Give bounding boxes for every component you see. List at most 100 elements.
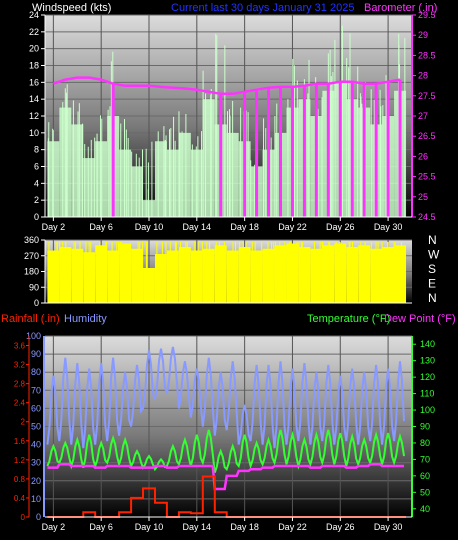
direction-bar — [202, 248, 215, 303]
direction-bar — [358, 245, 371, 303]
direction-bar — [71, 248, 84, 303]
direction-bar — [238, 247, 251, 303]
baro-ytick-label: 28.5 — [418, 50, 436, 60]
wind-ytick-label: 0 — [34, 212, 39, 222]
weather-xtick-label: Day 30 — [374, 522, 403, 532]
compass-label: W — [428, 248, 440, 262]
wind-bar — [154, 141, 167, 217]
direction-bar — [250, 250, 263, 303]
temp-ytick-label: 100 — [420, 405, 435, 415]
humidity-ytick-label: 10 — [31, 494, 41, 504]
direction-bar — [298, 247, 311, 303]
wind-ytick-label: 12 — [29, 111, 39, 121]
rain-ytick-label: 3.2 — [14, 361, 26, 370]
humidity-ytick-label: 70 — [31, 385, 41, 395]
direction-bar — [310, 248, 323, 303]
baro-ytick-label: 26.5 — [418, 131, 436, 141]
dir-ytick-label: 360 — [24, 235, 39, 245]
temp-ytick-label: 70 — [420, 454, 430, 464]
direction-bar — [262, 248, 275, 303]
weather-xtick-label: Day 22 — [278, 522, 307, 532]
dir-ytick-label: 90 — [29, 282, 39, 292]
humidity-ytick-label: 0 — [36, 512, 41, 522]
direction-bar — [286, 243, 299, 303]
wind-bar — [95, 141, 108, 217]
humidity-ytick-label: 40 — [31, 440, 41, 450]
humidity-ytick-label: 100 — [26, 331, 41, 341]
wind-bar — [166, 149, 179, 217]
weather-xtick-label: Day 6 — [89, 522, 113, 532]
direction-bar — [131, 248, 144, 303]
wind-xtick-label: Day 26 — [326, 222, 355, 232]
temp-ytick-label: 120 — [420, 372, 435, 382]
temperature-line — [46, 429, 405, 473]
rain-ytick-label: 0.4 — [14, 494, 26, 503]
wind-ytick-label: 4 — [34, 178, 39, 188]
wind-xtick-label: Day 6 — [89, 222, 113, 232]
rain-ytick-label: 0 — [21, 513, 26, 522]
direction-bar — [154, 254, 167, 303]
humidity-line — [46, 346, 405, 449]
dewpoint-line — [47, 463, 404, 491]
rain-ytick-label: 2.4 — [14, 399, 26, 408]
weather-xtick-label: Day 14 — [183, 522, 212, 532]
baro-ytick-label: 29 — [418, 30, 428, 40]
direction-bar — [47, 250, 60, 303]
weather-xtick-label: Day 18 — [230, 522, 259, 532]
direction-bar — [143, 268, 155, 303]
humidity-ytick-label: 80 — [31, 367, 41, 377]
wind-xtick-label: Day 22 — [278, 222, 307, 232]
barometer-line — [52, 76, 401, 96]
baro-ytick-label: 29.5 — [418, 10, 436, 20]
baro-ytick-label: 26 — [418, 151, 428, 161]
wind-bar — [131, 166, 144, 217]
rainfall-axis-title: Rainfall (.in) — [1, 313, 60, 325]
wind-ytick-label: 16 — [29, 77, 39, 87]
wind-bar — [190, 149, 203, 217]
direction-bar — [274, 245, 287, 303]
humidity-ytick-label: 90 — [31, 349, 41, 359]
temp-ytick-label: 40 — [420, 504, 430, 514]
baro-ytick-label: 24.5 — [418, 212, 436, 222]
wind-ytick-label: 8 — [34, 145, 39, 155]
temp-ytick-label: 60 — [420, 471, 430, 481]
wind-xtick-label: Day 2 — [42, 222, 66, 232]
wind-xtick-label: Day 14 — [183, 222, 212, 232]
baro-ytick-label: 27 — [418, 111, 428, 121]
humidity-ytick-label: 20 — [31, 476, 41, 486]
wind-bar — [178, 132, 191, 217]
wind-bar — [71, 124, 84, 217]
temp-ytick-label: 130 — [420, 356, 435, 366]
wind-ytick-label: 2 — [34, 195, 39, 205]
wind-ytick-label: 14 — [29, 94, 39, 104]
wind-ytick-label: 6 — [34, 162, 39, 172]
rain-ytick-label: 1.2 — [14, 456, 26, 465]
rain-ytick-label: 2.8 — [14, 380, 26, 389]
baro-ytick-label: 28 — [418, 71, 428, 81]
direction-bar — [214, 245, 227, 303]
temp-ytick-label: 50 — [420, 487, 430, 497]
wind-axis-title: Windspeed (kts) — [32, 2, 111, 14]
dewpoint-axis-title: Dew Point (°F) — [384, 313, 456, 325]
wind-xtick-label: Day 18 — [230, 222, 259, 232]
wind-bar — [119, 149, 132, 217]
compass-label: N — [428, 291, 437, 305]
weather-xtick-label: Day 26 — [326, 522, 355, 532]
direction-bar — [107, 250, 120, 303]
baro-ytick-label: 27.5 — [418, 91, 436, 101]
wind-ytick-label: 10 — [29, 128, 39, 138]
temperature-axis-title: Temperature (°F) — [307, 313, 390, 325]
humidity-ytick-label: 50 — [31, 422, 41, 432]
humidity-ytick-label: 60 — [31, 403, 41, 413]
dir-ytick-label: 180 — [24, 267, 39, 277]
direction-bar — [190, 250, 203, 303]
wind-xtick-label: Day 30 — [374, 222, 403, 232]
humidity-axis-title: Humidity — [64, 313, 107, 325]
humidity-ytick-label: 30 — [31, 458, 41, 468]
temp-ytick-label: 140 — [420, 339, 435, 349]
weather-xtick-label: Day 2 — [42, 522, 66, 532]
baro-ytick-label: 25.5 — [418, 172, 436, 182]
direction-bar — [95, 245, 108, 303]
direction-bar — [119, 243, 132, 303]
